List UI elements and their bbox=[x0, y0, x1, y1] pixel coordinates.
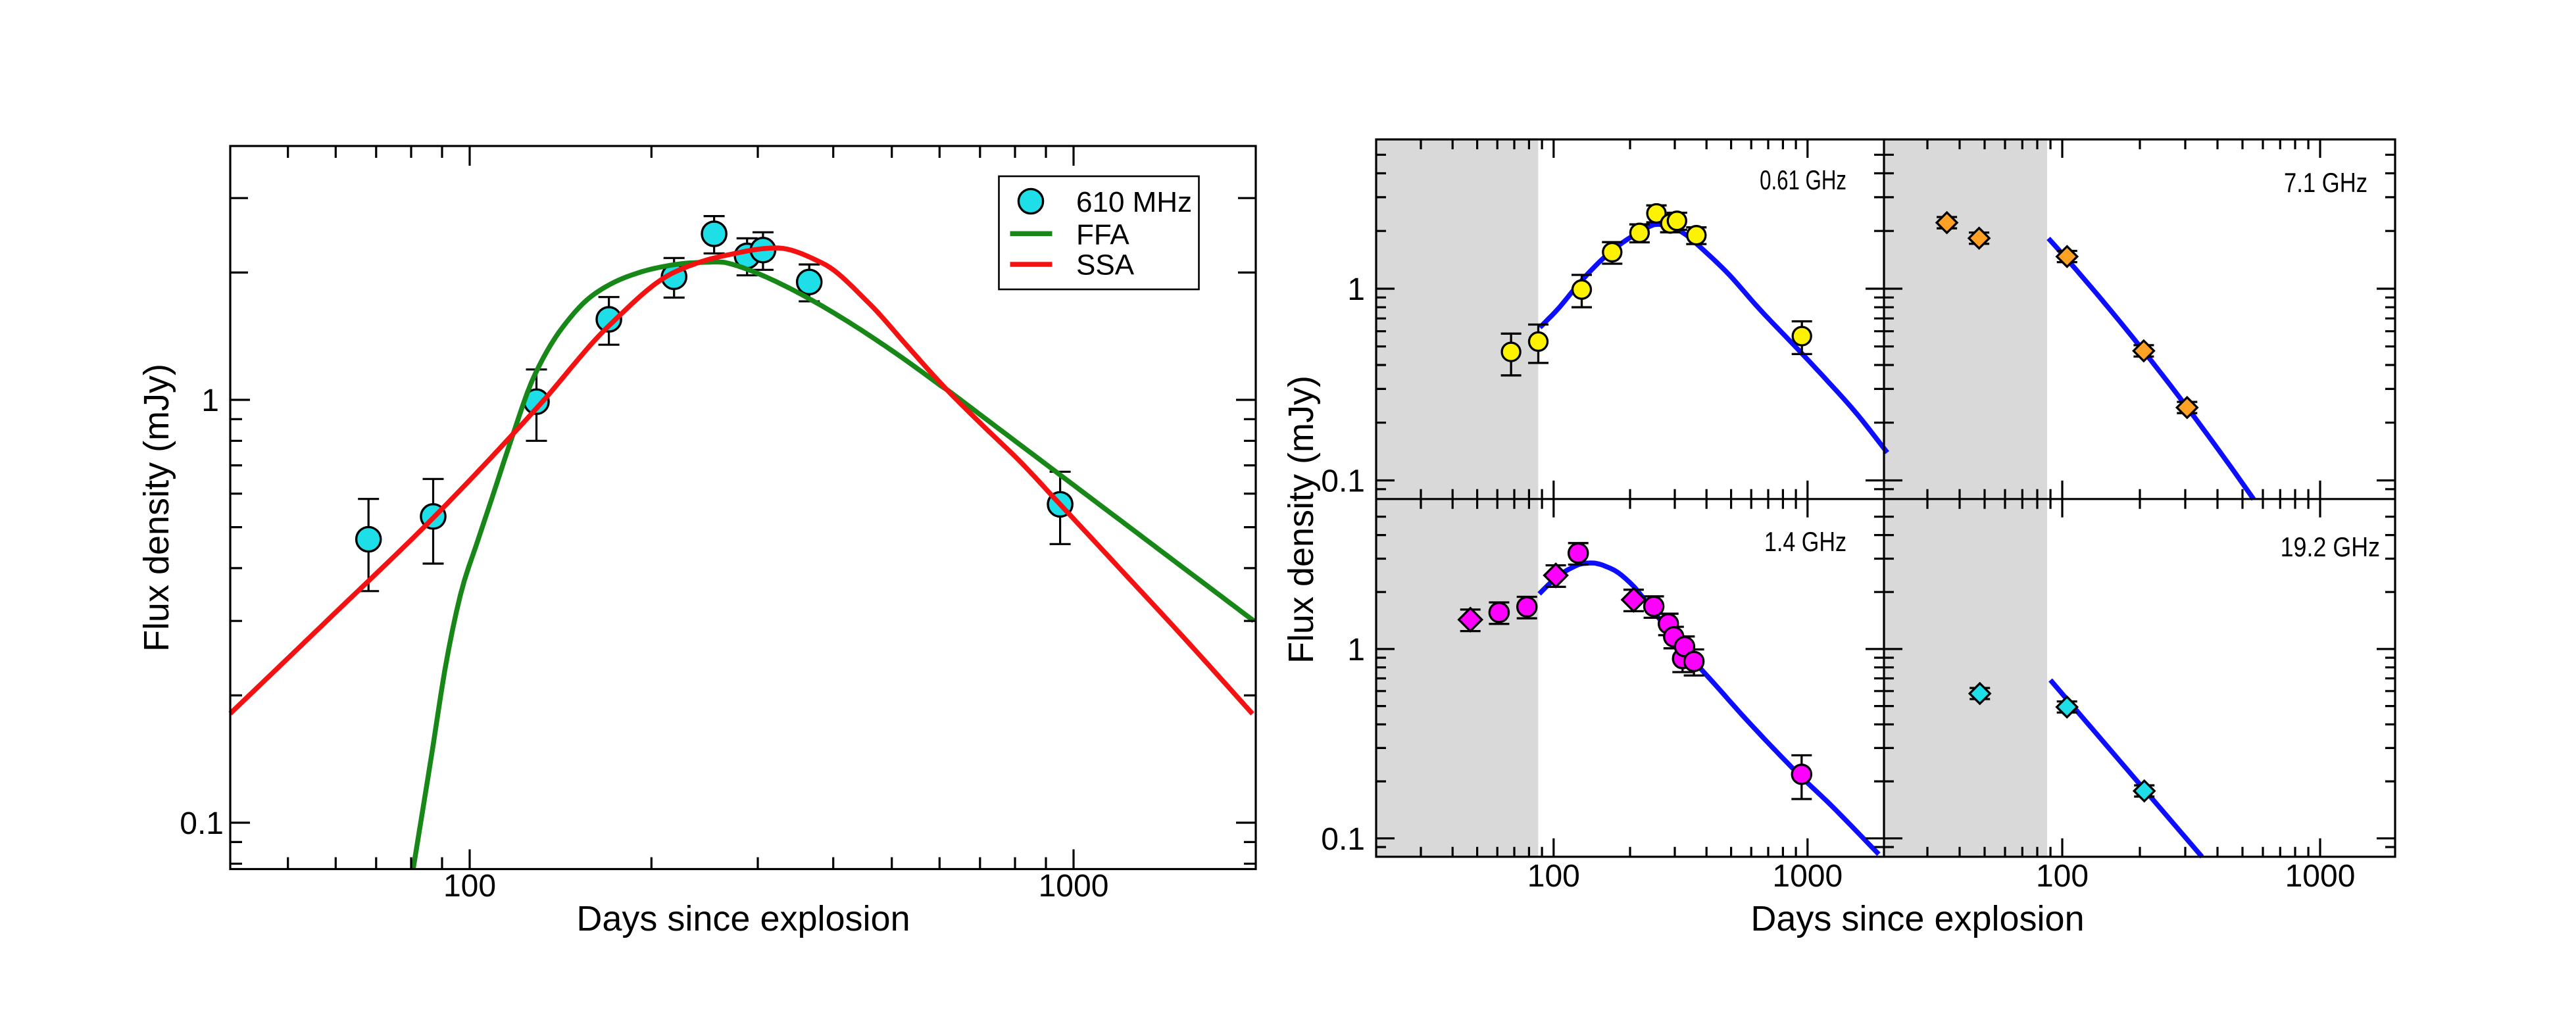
svg-text:1000: 1000 bbox=[1772, 859, 1843, 894]
svg-text:Flux density (mJy): Flux density (mJy) bbox=[1281, 376, 1321, 664]
svg-text:Flux density (mJy): Flux density (mJy) bbox=[137, 364, 176, 652]
svg-text:1.4 GHz: 1.4 GHz bbox=[1764, 527, 1846, 558]
svg-text:100: 100 bbox=[443, 869, 496, 904]
svg-text:0.61 GHz: 0.61 GHz bbox=[1760, 165, 1846, 196]
svg-text:0.1: 0.1 bbox=[1321, 822, 1365, 857]
svg-text:100: 100 bbox=[1527, 859, 1580, 894]
svg-text:19.2 GHz: 19.2 GHz bbox=[2281, 532, 2380, 562]
svg-text:Days since explosion: Days since explosion bbox=[1750, 899, 2084, 938]
svg-text:1000: 1000 bbox=[1039, 869, 1109, 904]
svg-text:Days since explosion: Days since explosion bbox=[576, 899, 910, 938]
svg-text:1: 1 bbox=[201, 383, 219, 418]
svg-text:0.1: 0.1 bbox=[1321, 464, 1365, 499]
svg-text:FFA: FFA bbox=[1076, 219, 1129, 251]
svg-text:1: 1 bbox=[1347, 633, 1365, 668]
svg-text:1: 1 bbox=[1347, 272, 1365, 307]
svg-text:7.1 GHz: 7.1 GHz bbox=[2284, 168, 2367, 199]
svg-text:1000: 1000 bbox=[2285, 859, 2356, 894]
svg-text:100: 100 bbox=[2036, 859, 2089, 894]
svg-text:SSA: SSA bbox=[1076, 249, 1135, 281]
svg-text:0.1: 0.1 bbox=[180, 806, 224, 841]
svg-text:610 MHz: 610 MHz bbox=[1076, 186, 1192, 218]
